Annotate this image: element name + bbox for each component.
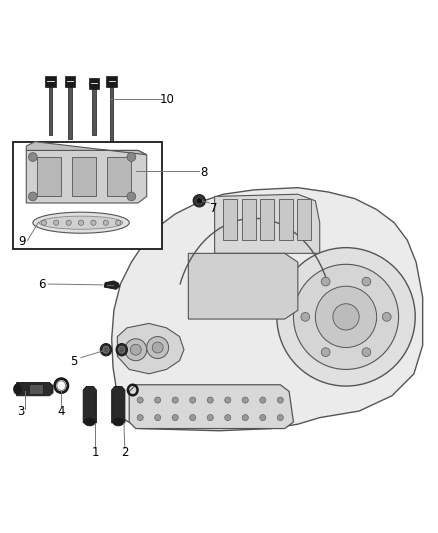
Circle shape (103, 220, 109, 225)
Polygon shape (129, 385, 293, 429)
Circle shape (147, 336, 169, 359)
Polygon shape (107, 157, 131, 197)
Polygon shape (65, 76, 75, 87)
Polygon shape (72, 157, 96, 197)
Circle shape (321, 277, 330, 286)
Polygon shape (104, 281, 120, 289)
Circle shape (260, 397, 266, 403)
Circle shape (66, 220, 71, 225)
Polygon shape (117, 324, 184, 374)
Circle shape (78, 220, 84, 225)
Polygon shape (297, 199, 311, 240)
Circle shape (225, 415, 231, 421)
Polygon shape (45, 76, 56, 87)
Polygon shape (106, 76, 117, 87)
Circle shape (260, 415, 266, 421)
Circle shape (362, 348, 371, 357)
Ellipse shape (116, 344, 127, 356)
Ellipse shape (84, 418, 95, 426)
Polygon shape (89, 78, 99, 89)
Ellipse shape (103, 346, 109, 353)
Circle shape (137, 397, 143, 403)
Circle shape (91, 220, 96, 225)
Circle shape (315, 286, 377, 348)
Circle shape (155, 397, 161, 403)
Text: 9: 9 (18, 235, 26, 248)
Polygon shape (279, 199, 293, 240)
Text: 10: 10 (160, 93, 175, 106)
Polygon shape (49, 87, 52, 135)
Circle shape (190, 415, 196, 421)
Text: 2: 2 (121, 446, 129, 459)
Text: 1: 1 (92, 446, 99, 459)
Polygon shape (223, 199, 237, 240)
Polygon shape (112, 188, 423, 431)
Ellipse shape (119, 346, 125, 353)
Text: 7: 7 (210, 202, 218, 215)
Circle shape (172, 397, 178, 403)
Polygon shape (260, 199, 274, 240)
Circle shape (277, 397, 283, 403)
Circle shape (137, 415, 143, 421)
Polygon shape (13, 142, 162, 249)
Text: 8: 8 (200, 166, 207, 179)
Text: 5: 5 (70, 356, 77, 368)
Circle shape (277, 415, 283, 421)
Circle shape (152, 342, 163, 353)
Ellipse shape (33, 212, 129, 233)
Polygon shape (17, 383, 53, 395)
Circle shape (127, 152, 136, 161)
Circle shape (242, 397, 248, 403)
Polygon shape (26, 142, 147, 155)
Circle shape (127, 192, 136, 201)
Polygon shape (37, 157, 61, 197)
Circle shape (207, 397, 213, 403)
Polygon shape (110, 87, 113, 142)
Circle shape (28, 192, 37, 201)
Circle shape (155, 415, 161, 421)
Text: 6: 6 (38, 278, 46, 290)
Text: 3: 3 (18, 406, 25, 418)
Polygon shape (188, 253, 298, 319)
Ellipse shape (100, 344, 112, 356)
Circle shape (277, 248, 415, 386)
Polygon shape (112, 386, 125, 423)
Polygon shape (29, 384, 43, 394)
Ellipse shape (113, 418, 124, 426)
Circle shape (362, 277, 371, 286)
Circle shape (207, 415, 213, 421)
Polygon shape (242, 199, 256, 240)
Circle shape (321, 348, 330, 357)
Polygon shape (83, 386, 96, 423)
Ellipse shape (39, 216, 123, 229)
Polygon shape (26, 150, 147, 203)
Circle shape (225, 397, 231, 403)
Circle shape (382, 312, 391, 321)
Circle shape (172, 415, 178, 421)
Text: 4: 4 (57, 406, 65, 418)
Circle shape (301, 312, 310, 321)
Circle shape (28, 152, 37, 161)
Circle shape (333, 304, 359, 330)
Circle shape (242, 415, 248, 421)
Circle shape (53, 220, 59, 225)
Polygon shape (215, 194, 320, 253)
Ellipse shape (14, 384, 21, 394)
Circle shape (196, 198, 202, 204)
Circle shape (41, 220, 46, 225)
Circle shape (131, 344, 141, 355)
Circle shape (293, 264, 399, 369)
Circle shape (193, 195, 205, 207)
Polygon shape (68, 87, 72, 140)
Circle shape (116, 220, 121, 225)
Circle shape (125, 339, 147, 361)
Circle shape (190, 397, 196, 403)
Polygon shape (92, 89, 96, 135)
